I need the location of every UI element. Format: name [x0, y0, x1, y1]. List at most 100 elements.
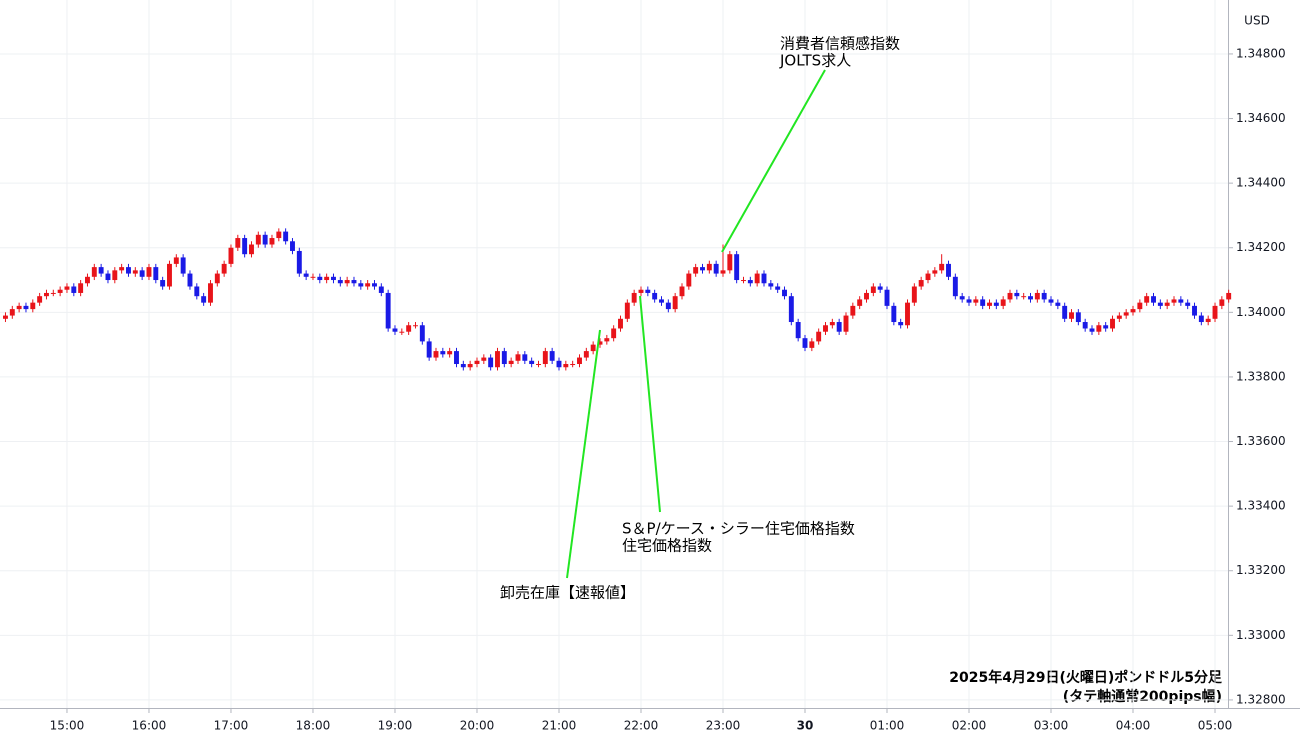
candle-body [1103, 325, 1109, 329]
x-tick-label: 21:00 [542, 719, 577, 733]
x-tick-label: 02:00 [952, 719, 987, 733]
candle-body [1034, 292, 1040, 300]
candle-body [1116, 315, 1122, 319]
candle-body [679, 286, 685, 297]
candle-body [665, 302, 671, 310]
x-tick-label: 22:00 [624, 719, 659, 733]
candle-body [310, 276, 316, 278]
candle-body [351, 280, 357, 284]
candle-body [378, 286, 384, 293]
x-tick-label: 01:00 [870, 719, 905, 733]
candle-body [1028, 296, 1033, 300]
candle-body [1082, 322, 1088, 329]
candle-body [898, 322, 904, 326]
candle-body [385, 292, 391, 329]
candle-body [1014, 292, 1020, 297]
candle-body [337, 280, 343, 284]
candle-body [413, 325, 418, 327]
x-tick-label: 19:00 [378, 719, 413, 733]
candle-body [303, 273, 309, 277]
candle-body [1110, 318, 1115, 329]
y-tick-label: 1.34600 [1236, 111, 1286, 125]
candle-body [365, 283, 371, 287]
candle-body [939, 263, 945, 271]
candle-body [870, 286, 876, 293]
candle-body [611, 328, 617, 339]
candle-body [720, 270, 726, 274]
candle-body [344, 280, 350, 284]
candle-body [78, 283, 84, 293]
candle-body [604, 338, 610, 342]
candle-body [419, 325, 425, 342]
candle-body [905, 302, 910, 326]
x-tick-label: 18:00 [296, 719, 331, 733]
candle-body [242, 238, 248, 255]
candle-body [884, 289, 890, 306]
candle-body [1069, 312, 1074, 319]
candle-body [549, 351, 555, 361]
candle-body [1130, 309, 1136, 313]
candle-body [3, 315, 8, 319]
candle-body [857, 299, 863, 306]
annotation-leader [639, 295, 661, 513]
candle-body [693, 267, 699, 274]
candle-body [283, 231, 289, 242]
candle-body [501, 351, 507, 365]
candle-body [522, 354, 528, 361]
candle-body [406, 325, 412, 332]
candle-body [563, 364, 569, 368]
x-tick-label: 23:00 [706, 719, 741, 733]
x-tick-label: 04:00 [1116, 719, 1151, 733]
candle-body [1075, 312, 1081, 323]
candle-body [515, 354, 521, 361]
candle-body [980, 299, 986, 306]
candle-body [9, 309, 15, 316]
candle-body [255, 234, 261, 245]
candle-body [802, 338, 808, 348]
candle-body [1192, 305, 1197, 316]
candle-body [447, 351, 453, 355]
candle-body [276, 231, 282, 239]
candle-body [993, 302, 999, 306]
candle-body [686, 273, 692, 287]
candle-body [570, 364, 576, 366]
x-tick-label: 05:00 [1198, 719, 1233, 733]
candle-body [167, 263, 172, 287]
candle-body [618, 318, 623, 329]
candle-body [597, 341, 603, 345]
candle-body [1089, 328, 1095, 332]
candle-body [30, 302, 36, 310]
annotation-text: JOLTS求人 [779, 52, 851, 70]
candle-body [556, 360, 562, 368]
candle-body [467, 364, 473, 368]
x-tick-label: 17:00 [214, 719, 249, 733]
candle-body [146, 267, 152, 277]
candle-body [877, 286, 883, 290]
candle-body [727, 254, 733, 271]
candle-body [269, 238, 275, 245]
candle-body [50, 292, 56, 294]
candle-body [201, 296, 207, 303]
annotation-text: 卸売在庫【速報値】 [500, 584, 635, 602]
candle-body [214, 273, 220, 284]
candle-body [829, 322, 835, 326]
candle-body [1198, 315, 1204, 323]
caption-line: 2025年4月29日(火曜日)ポンドドル5分足 [949, 669, 1223, 686]
candle-body [132, 270, 138, 274]
currency-label: USD [1244, 14, 1270, 28]
candle-body [426, 341, 432, 358]
candle-body [624, 302, 630, 319]
y-tick-label: 1.33200 [1236, 563, 1286, 577]
candle-body [809, 341, 815, 348]
grid [0, 0, 1228, 708]
candle-body [734, 254, 740, 281]
x-tick-label: 30 [797, 719, 814, 733]
candle-body [1062, 305, 1068, 319]
candle-body [440, 351, 446, 355]
y-tick-label: 1.34200 [1236, 240, 1286, 254]
y-tick-label: 1.34000 [1236, 305, 1286, 319]
caption-line: (タテ軸通常200pips幅) [1063, 688, 1222, 705]
candle-body [221, 263, 227, 274]
candle-body [973, 299, 979, 303]
